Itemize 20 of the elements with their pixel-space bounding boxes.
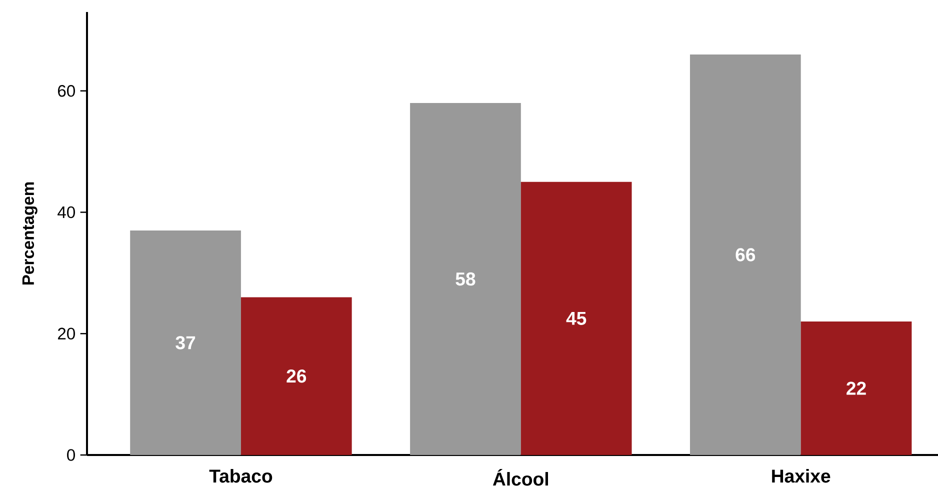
y-tick-label: 20 [58, 328, 75, 340]
bar [240, 297, 352, 455]
data-label: 37 [176, 336, 196, 350]
y-tick-label: 0 [67, 449, 75, 461]
data-label: 58 [456, 272, 476, 286]
bar [690, 54, 801, 455]
data-label: 45 [566, 312, 586, 325]
bar [410, 103, 521, 455]
y-axis-title: Percentagem [22, 182, 38, 285]
x-tick-label: Tabaco [209, 469, 272, 483]
y-tick-label: 40 [58, 206, 75, 218]
data-label: 26 [286, 370, 306, 383]
bar [520, 182, 632, 455]
data-label: 22 [846, 382, 866, 395]
x-tick-label: Álcool [492, 469, 548, 486]
data-label: 66 [736, 248, 756, 262]
y-tick-label: 60 [58, 85, 75, 97]
bar [130, 230, 241, 455]
x-tick-label: Haxixe [772, 469, 830, 483]
bar [800, 321, 912, 455]
